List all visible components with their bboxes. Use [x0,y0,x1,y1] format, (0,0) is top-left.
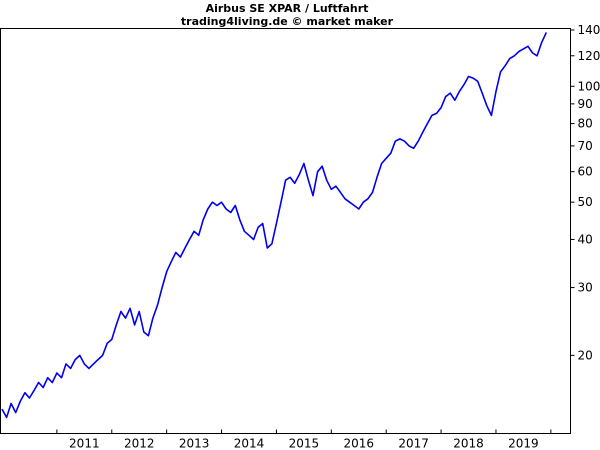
x-tick-label: 2019 [508,437,539,450]
x-tick-label: 2016 [343,437,374,450]
y-tick-label: 20 [578,348,593,362]
x-tick-label: 2014 [234,437,265,450]
plot-frame [0,28,571,434]
x-tick-label: 2012 [124,437,155,450]
y-tick-label: 50 [578,195,593,209]
x-tick-label: 2011 [69,437,100,450]
y-tick-label: 100 [578,79,600,93]
series-layer [1,32,548,419]
chart-title: Airbus SE XPAR / Luftfahrt [206,2,369,15]
chart-subtitle: trading4living.de © market maker [181,15,394,28]
x-axis: 2011 2012 2013 2014 2015 2016 2017 2018 2019 [56,429,552,450]
y-tick-label: 70 [578,139,593,153]
x-tick-label: 2015 [289,437,320,450]
y-tick-label: 40 [578,232,593,246]
x-tick-label: 2017 [398,437,429,450]
y-tick-label: 60 [578,165,593,179]
series-line-0 [1,32,548,419]
y-tick-label: 120 [578,49,600,63]
x-tick-label: 2013 [179,437,210,450]
y-axis: 20 30 40 50 60 70 80 90 100 120 140 [570,23,600,362]
y-tick-label: 80 [578,117,593,131]
x-tick-label: 2018 [453,437,484,450]
y-tick-label: 140 [578,23,600,37]
y-tick-label: 90 [578,97,593,111]
y-tick-label: 30 [578,281,593,295]
